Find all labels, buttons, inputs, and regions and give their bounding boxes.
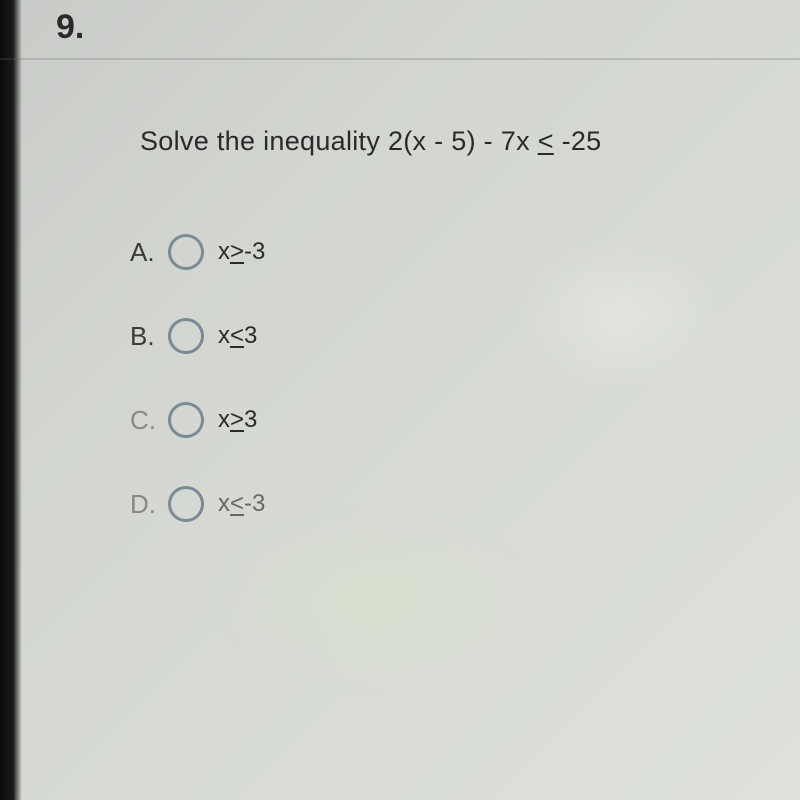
option-text: x>3 — [218, 406, 257, 434]
radio-icon[interactable] — [168, 318, 204, 354]
header-divider — [0, 58, 800, 60]
option-d[interactable]: D. x<-3 — [130, 486, 265, 522]
option-letter: C. — [130, 405, 168, 436]
expr-prefix: x — [218, 238, 230, 265]
question-prompt: Solve the inequality 2(x - 5) - 7x < -25 — [140, 126, 602, 157]
expr-suffix: -3 — [244, 238, 265, 265]
expr-suffix: 3 — [244, 322, 257, 349]
radio-icon[interactable] — [168, 402, 204, 438]
option-c[interactable]: C. x>3 — [130, 402, 265, 438]
options-list: A. x>-3 B. x<3 C. x>3 D. x<-3 — [130, 234, 265, 570]
prompt-relation: < — [538, 126, 554, 156]
question-number: 9. — [56, 8, 84, 47]
option-b[interactable]: B. x<3 — [130, 318, 265, 354]
expr-suffix: -3 — [244, 490, 265, 517]
option-letter: D. — [130, 489, 168, 520]
prompt-prefix: Solve the inequality 2(x - 5) - 7x — [140, 126, 538, 156]
expr-relation: < — [230, 322, 244, 349]
radio-icon[interactable] — [168, 486, 204, 522]
option-text: x<3 — [218, 322, 257, 350]
expr-relation: < — [230, 490, 244, 517]
option-text: x<-3 — [218, 490, 265, 518]
expr-prefix: x — [218, 406, 230, 433]
prompt-suffix: -25 — [554, 126, 602, 156]
expr-suffix: 3 — [244, 406, 257, 433]
option-letter: B. — [130, 321, 168, 352]
radio-icon[interactable] — [168, 234, 204, 270]
question-container: 9. Solve the inequality 2(x - 5) - 7x < … — [0, 0, 800, 800]
screen-left-edge — [0, 0, 22, 800]
expr-relation: > — [230, 238, 244, 265]
expr-prefix: x — [218, 490, 230, 517]
option-text: x>-3 — [218, 238, 265, 266]
expr-prefix: x — [218, 322, 230, 349]
option-letter: A. — [130, 237, 168, 268]
expr-relation: > — [230, 406, 244, 433]
option-a[interactable]: A. x>-3 — [130, 234, 265, 270]
